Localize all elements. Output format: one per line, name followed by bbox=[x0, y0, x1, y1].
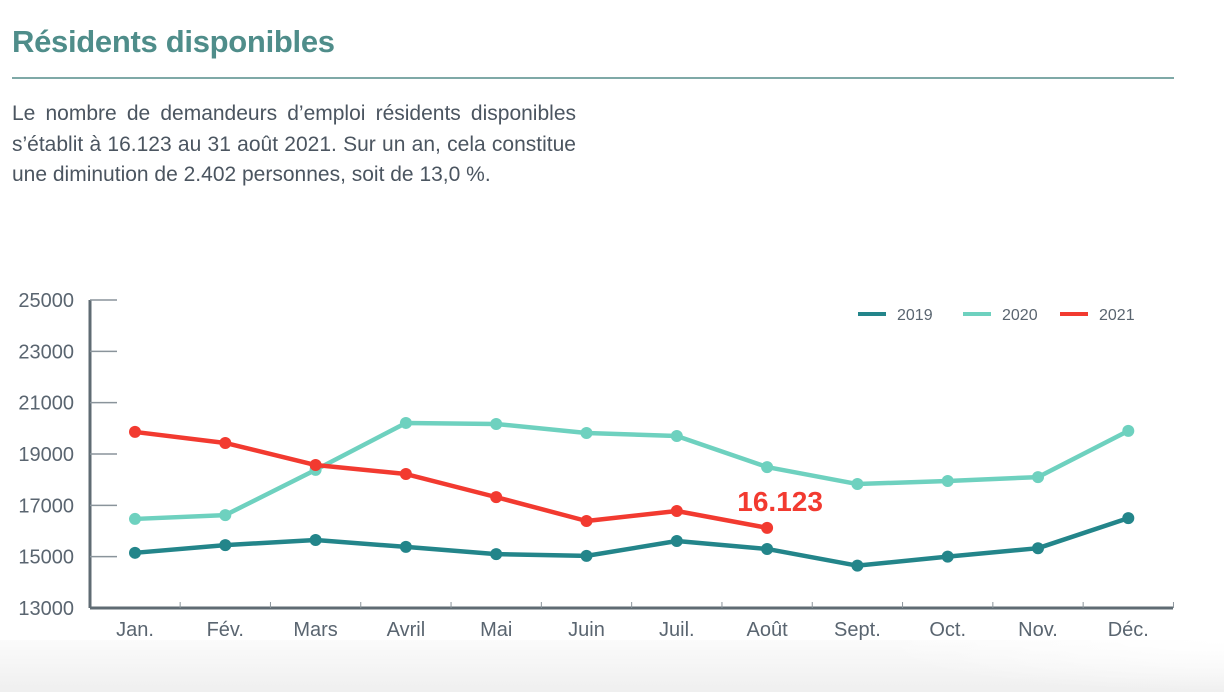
y-tick-label: 17000 bbox=[18, 495, 74, 517]
bottom-fade bbox=[0, 640, 1224, 692]
data-point-2020 bbox=[851, 478, 864, 491]
title-divider bbox=[12, 77, 1174, 79]
data-point-2021 bbox=[399, 468, 412, 481]
x-tick-label: Déc. bbox=[1108, 619, 1149, 641]
x-tick-label: Sept. bbox=[834, 619, 881, 641]
value-annotation: 16.123 bbox=[737, 486, 823, 517]
data-point-2020 bbox=[1122, 424, 1135, 437]
x-axis-labels: Jan. Fév. Mars Avril Mai Juin Juil. Août Sept. Oc… bbox=[116, 619, 1149, 641]
data-point-2021 bbox=[490, 491, 503, 504]
y-tick-label: 13000 bbox=[18, 598, 74, 620]
data-point-2019 bbox=[761, 542, 774, 555]
intro-paragraph: Le nombre de demandeurs d’emploi résiden… bbox=[12, 102, 576, 186]
data-point-2020 bbox=[580, 426, 593, 439]
data-point-2019 bbox=[219, 539, 232, 552]
y-tick-label: 23000 bbox=[18, 341, 74, 363]
data-point-2020 bbox=[219, 509, 232, 522]
data-point-2019 bbox=[941, 550, 954, 563]
data-point-2020 bbox=[129, 512, 141, 525]
y-tick-label: 25000 bbox=[18, 290, 74, 312]
series-2020 bbox=[129, 416, 1135, 525]
x-tick-label: Août bbox=[747, 619, 789, 641]
y-tick-label: 15000 bbox=[18, 547, 74, 569]
legend-label-2021: 2021 bbox=[1099, 307, 1135, 324]
data-point-2021 bbox=[309, 459, 322, 472]
y-tick-label: 21000 bbox=[18, 393, 74, 415]
series-2021 bbox=[129, 425, 774, 534]
data-point-2019 bbox=[490, 548, 503, 561]
series-2019 bbox=[129, 512, 1135, 572]
x-tick-label: Jan. bbox=[116, 619, 154, 641]
data-point-2020 bbox=[941, 474, 954, 487]
series-line-2020 bbox=[132, 420, 1131, 522]
page-title: Résidents disponibles bbox=[12, 24, 335, 59]
series-group bbox=[129, 416, 1135, 572]
data-point-2019 bbox=[670, 535, 683, 548]
legend: 2019 2020 2021 bbox=[858, 307, 1135, 324]
axes bbox=[88, 299, 1174, 610]
data-point-2021 bbox=[670, 504, 683, 517]
data-point-2021 bbox=[761, 521, 774, 534]
y-axis-labels: 13000 15000 17000 19000 21000 23000 25000 bbox=[18, 290, 74, 620]
data-point-2021 bbox=[129, 425, 141, 438]
series-line-2019 bbox=[132, 515, 1131, 568]
x-tick-label: Avril bbox=[387, 619, 426, 641]
data-point-2021 bbox=[219, 436, 232, 449]
data-point-2019 bbox=[309, 533, 322, 546]
data-point-2020 bbox=[399, 416, 412, 429]
annotations: 16.123 bbox=[737, 486, 823, 517]
legend-label-2020: 2020 bbox=[1002, 307, 1038, 324]
data-point-2020 bbox=[1032, 471, 1044, 484]
x-tick-label: Mai bbox=[480, 619, 512, 641]
data-point-2019 bbox=[1032, 542, 1044, 555]
data-point-2019 bbox=[580, 549, 593, 562]
data-point-2019 bbox=[129, 546, 141, 559]
data-point-2020 bbox=[670, 430, 683, 443]
series-line-2021 bbox=[132, 429, 770, 531]
data-point-2020 bbox=[761, 461, 774, 474]
data-point-2019 bbox=[1122, 512, 1135, 525]
data-point-2021 bbox=[580, 514, 593, 527]
y-tick-label: 19000 bbox=[18, 444, 74, 466]
x-tick-label: Oct. bbox=[929, 619, 966, 641]
x-tick-label: Nov. bbox=[1018, 619, 1058, 641]
x-tick-label: Juin bbox=[568, 619, 605, 641]
legend-label-2019: 2019 bbox=[897, 307, 933, 324]
x-tick-label: Juil. bbox=[659, 619, 695, 641]
data-point-2020 bbox=[490, 417, 503, 430]
data-point-2019 bbox=[851, 559, 864, 572]
data-point-2019 bbox=[399, 540, 412, 553]
x-tick-label: Mars bbox=[293, 619, 337, 641]
x-tick-label: Fév. bbox=[207, 619, 244, 641]
